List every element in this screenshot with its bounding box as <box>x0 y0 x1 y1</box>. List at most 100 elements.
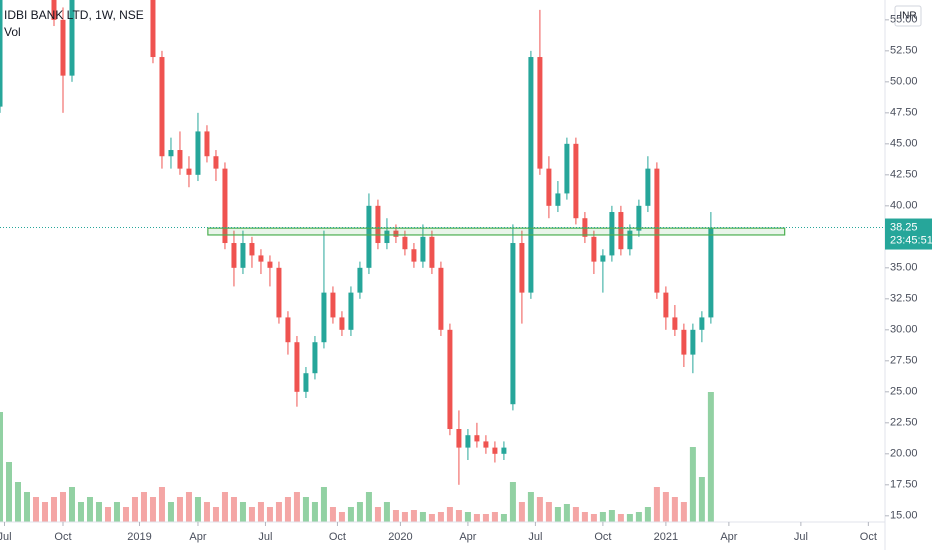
volume-bar <box>698 477 705 522</box>
volume-bar <box>167 502 174 522</box>
candle-body <box>708 227 714 318</box>
volume-bar <box>185 492 192 522</box>
volume-bar <box>473 514 480 522</box>
volume-bar <box>221 492 228 522</box>
candle-body <box>249 243 255 256</box>
volume-bar <box>212 507 219 522</box>
y-tick-label: 25.00 <box>890 386 918 398</box>
y-tick-label: 42.50 <box>890 169 918 181</box>
candle-body <box>618 212 624 250</box>
volume-bar <box>482 514 489 522</box>
volume-bar <box>374 507 381 522</box>
volume-bar <box>86 497 93 522</box>
candle-body <box>240 243 246 268</box>
volume-bar <box>563 504 570 522</box>
volume-bar <box>662 492 669 522</box>
volume-bar <box>140 492 147 522</box>
volume-label: Vol <box>4 25 21 39</box>
volume-bar <box>131 497 138 522</box>
volume-bar <box>626 514 633 522</box>
y-tick-label: 47.50 <box>890 107 918 119</box>
x-tick-label: Jul <box>258 531 272 543</box>
volume-bar <box>500 514 507 522</box>
volume-bar <box>554 507 561 522</box>
price-zone <box>207 227 786 236</box>
chart-title: IDBI BANK LTD, 1W, NSE <box>4 8 144 22</box>
volume-bar <box>329 507 336 522</box>
volume-bar <box>176 497 183 522</box>
volume-bar <box>419 512 426 522</box>
volume-bar <box>581 512 588 522</box>
volume-bar <box>410 510 417 522</box>
candle-body <box>204 131 210 157</box>
candle-body <box>645 168 651 206</box>
candle-body <box>411 249 417 262</box>
currency-box[interactable] <box>894 5 922 27</box>
candle-body <box>159 57 165 157</box>
last-price-box <box>885 218 932 250</box>
volume-bar <box>104 507 111 522</box>
y-tick-label: 17.50 <box>890 479 918 491</box>
volume-bar <box>338 512 345 522</box>
x-tick-label: 2020 <box>388 531 412 543</box>
volume-bar <box>41 502 48 522</box>
volume-bar <box>446 507 453 522</box>
candle-body <box>483 441 489 448</box>
volume-bar <box>194 497 201 522</box>
candle-body <box>663 292 669 318</box>
candle-body <box>195 131 201 175</box>
candle-body <box>582 218 588 237</box>
volume-bar <box>5 462 12 522</box>
volume-bar <box>149 497 156 522</box>
candle-body <box>384 230 390 244</box>
y-tick-label: 20.00 <box>890 448 918 460</box>
volume-bar <box>293 492 300 522</box>
candle-body <box>357 267 363 293</box>
candle-body <box>150 0 156 58</box>
candle-body <box>213 156 219 169</box>
volume-bar <box>707 392 714 522</box>
volume-bar <box>545 502 552 522</box>
volume-bar <box>311 502 318 522</box>
x-tick-label: Jul <box>0 531 12 543</box>
candle-body <box>267 261 273 268</box>
last-price-label: 38.25 <box>890 221 918 233</box>
candle-body <box>654 168 660 293</box>
candle-body <box>699 317 705 330</box>
volume-bar <box>347 507 354 522</box>
candle-body <box>528 57 534 293</box>
candle-body <box>339 317 345 330</box>
y-tick-label: 15.00 <box>890 510 918 522</box>
y-tick-label: 55.00 <box>890 14 918 26</box>
x-tick-label: Oct <box>54 531 71 543</box>
candle-body <box>465 435 471 448</box>
candle-body <box>366 205 372 268</box>
volume-bar <box>284 497 291 522</box>
candle-body <box>636 205 642 231</box>
candle-body <box>393 230 399 237</box>
volume-bar <box>23 492 30 522</box>
candle-body <box>168 150 174 157</box>
x-tick-label: Oct <box>594 531 611 543</box>
y-tick-label: 52.50 <box>890 45 918 57</box>
volume-bar <box>383 502 390 522</box>
volume-bar <box>248 507 255 522</box>
candle-body <box>429 236 435 268</box>
y-tick-label: 40.00 <box>890 200 918 212</box>
volume-bar <box>518 502 525 522</box>
candle-body <box>555 193 561 206</box>
y-tick-label: 50.00 <box>890 76 918 88</box>
volume-bar <box>644 507 651 522</box>
candle-body <box>231 243 237 268</box>
candle-body <box>600 255 606 262</box>
y-tick-label: 30.00 <box>890 324 918 336</box>
candle-body <box>573 143 579 219</box>
candle-body <box>51 0 57 20</box>
volume-bar <box>590 514 597 522</box>
candle-body <box>546 168 552 206</box>
candle-body <box>591 236 597 262</box>
candle-body <box>609 212 615 256</box>
volume-bar <box>608 510 615 522</box>
volume-bar <box>275 502 282 522</box>
